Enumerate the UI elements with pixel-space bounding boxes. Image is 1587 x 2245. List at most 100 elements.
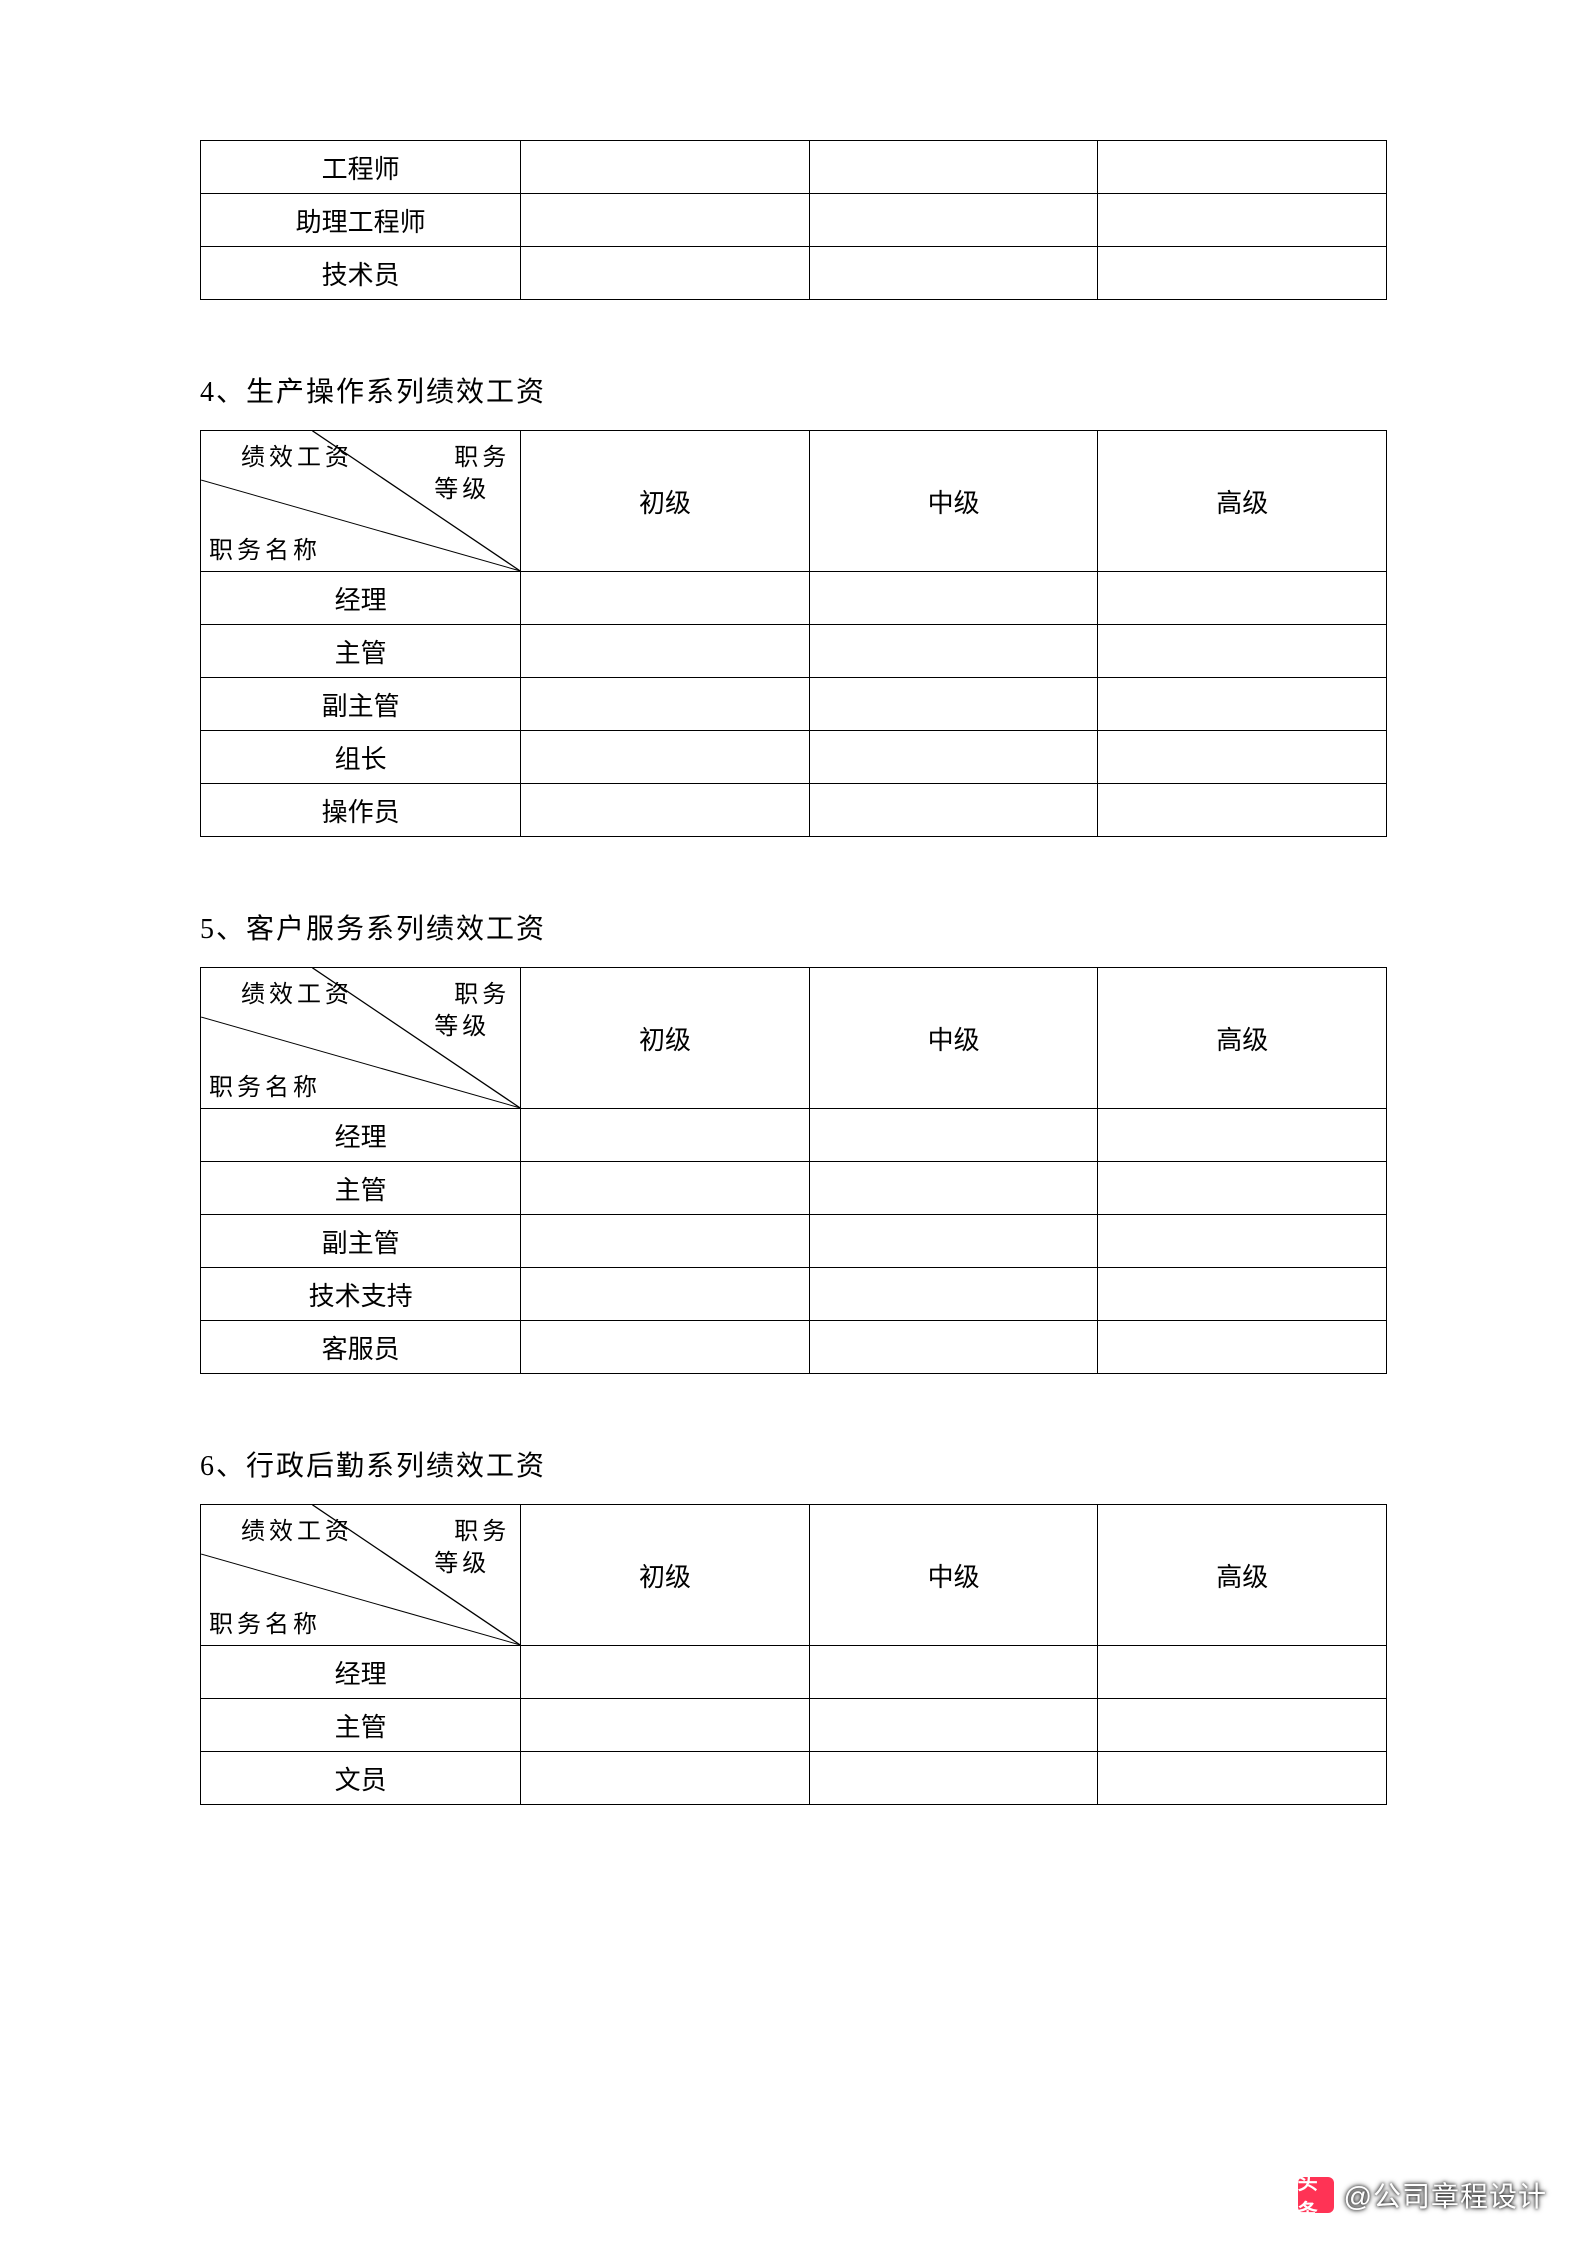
value-cell [809,1162,1098,1215]
value-cell [521,1162,810,1215]
section-number: 5、 [200,914,246,945]
row-name-cell: 副主管 [201,678,521,731]
row-name-cell: 副主管 [201,1215,521,1268]
column-header: 中级 [809,1505,1098,1646]
diag-label-right-bot: 等级 [434,469,490,504]
salary-table: 绩效工资 职务 等级 职务名称 初级中级高级经理主管文员 [200,1504,1387,1805]
value-cell [809,194,1098,247]
value-cell [809,247,1098,300]
value-cell [1098,784,1387,837]
value-cell [1098,1699,1387,1752]
section-title-text: 行政后勤系列绩效工资 [246,1451,546,1482]
diagonal-header-cell: 绩效工资 职务 等级 职务名称 [201,431,521,572]
value-cell [521,1268,810,1321]
table-row: 主管 [201,1162,1387,1215]
column-header: 高级 [1098,431,1387,572]
diagonal-header-cell: 绩效工资 职务 等级 职务名称 [201,1505,521,1646]
value-cell [809,1268,1098,1321]
row-name-cell: 经理 [201,1109,521,1162]
value-cell [521,1699,810,1752]
value-cell [1098,731,1387,784]
value-cell [809,1321,1098,1374]
value-cell [521,1752,810,1805]
row-name-cell: 经理 [201,1646,521,1699]
value-cell [521,625,810,678]
value-cell [809,1646,1098,1699]
value-cell [521,194,810,247]
value-cell [521,247,810,300]
top-partial-table: 工程师助理工程师技术员 [200,140,1387,300]
value-cell [809,141,1098,194]
watermark-logo-icon: 头条 [1298,2177,1334,2213]
diag-label-topleft: 绩效工资 [241,1511,353,1546]
table-row: 助理工程师 [201,194,1387,247]
column-header: 初级 [521,968,810,1109]
value-cell [809,1215,1098,1268]
value-cell [809,1752,1098,1805]
diag-label-bottomleft: 职务名称 [209,530,321,565]
salary-table: 绩效工资 职务 等级 职务名称 初级中级高级经理主管副主管组长操作员 [200,430,1387,837]
row-name-cell: 主管 [201,625,521,678]
value-cell [1098,1215,1387,1268]
table-header-row: 绩效工资 职务 等级 职务名称 初级中级高级 [201,1505,1387,1646]
diag-label-topleft: 绩效工资 [241,974,353,1009]
table-row: 组长 [201,731,1387,784]
table-row: 操作员 [201,784,1387,837]
diag-label-bottomleft: 职务名称 [209,1067,321,1102]
column-header: 中级 [809,968,1098,1109]
diag-label-right-bot: 等级 [434,1543,490,1578]
row-name-cell: 经理 [201,572,521,625]
diagonal-header-cell: 绩效工资 职务 等级 职务名称 [201,968,521,1109]
value-cell [809,784,1098,837]
value-cell [521,1321,810,1374]
row-name-cell: 技术员 [201,247,521,300]
value-cell [809,1699,1098,1752]
value-cell [521,1646,810,1699]
value-cell [809,572,1098,625]
value-cell [809,625,1098,678]
diag-label-right-top: 职务 [454,1511,510,1546]
table-row: 客服员 [201,1321,1387,1374]
table-row: 工程师 [201,141,1387,194]
row-name-cell: 客服员 [201,1321,521,1374]
value-cell [521,731,810,784]
column-header: 初级 [521,431,810,572]
table-row: 经理 [201,572,1387,625]
value-cell [521,1109,810,1162]
diag-label-bottomleft: 职务名称 [209,1604,321,1639]
document-page: 工程师助理工程师技术员 4、生产操作系列绩效工资 绩效工资 职务 等级 职务名称… [0,0,1587,2245]
value-cell [1098,1162,1387,1215]
row-name-cell: 主管 [201,1162,521,1215]
row-name-cell: 工程师 [201,141,521,194]
table-header-row: 绩效工资 职务 等级 职务名称 初级中级高级 [201,431,1387,572]
section-title-text: 客户服务系列绩效工资 [246,914,546,945]
row-name-cell: 文员 [201,1752,521,1805]
column-header: 中级 [809,431,1098,572]
diag-label-right-top: 职务 [454,974,510,1009]
diag-label-topleft: 绩效工资 [241,437,353,472]
section-title: 6、行政后勤系列绩效工资 [200,1444,1387,1484]
watermark: 头条 @公司章程设计 [1298,2175,1547,2215]
section-number: 6、 [200,1451,246,1482]
section-title: 5、客户服务系列绩效工资 [200,907,1387,947]
table-row: 经理 [201,1646,1387,1699]
table-row: 主管 [201,1699,1387,1752]
value-cell [1098,1646,1387,1699]
value-cell [809,1109,1098,1162]
value-cell [1098,141,1387,194]
table-row: 主管 [201,625,1387,678]
section-title-text: 生产操作系列绩效工资 [246,377,546,408]
value-cell [1098,1268,1387,1321]
section-title: 4、生产操作系列绩效工资 [200,370,1387,410]
row-name-cell: 主管 [201,1699,521,1752]
diag-label-right-top: 职务 [454,437,510,472]
column-header: 初级 [521,1505,810,1646]
value-cell [521,1215,810,1268]
diag-label-right-bot: 等级 [434,1006,490,1041]
table-row: 技术支持 [201,1268,1387,1321]
row-name-cell: 组长 [201,731,521,784]
table-row: 副主管 [201,1215,1387,1268]
row-name-cell: 助理工程师 [201,194,521,247]
value-cell [1098,1321,1387,1374]
value-cell [809,731,1098,784]
